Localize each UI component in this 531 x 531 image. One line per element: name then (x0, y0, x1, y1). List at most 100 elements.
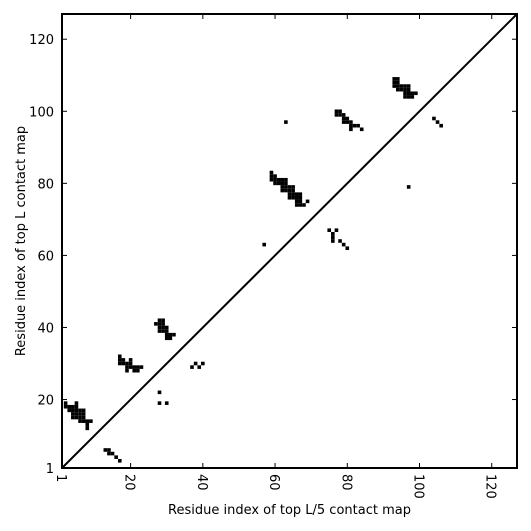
contact-cell (406, 185, 411, 189)
contact-cell (269, 177, 274, 182)
contact-cell (269, 174, 274, 178)
contact-cell (114, 455, 118, 459)
contact-cell (117, 358, 122, 362)
contact-cell (121, 361, 126, 366)
contact-cell (78, 415, 82, 420)
contact-cell (331, 231, 335, 236)
contact-cell (197, 365, 202, 369)
contact-cell (136, 365, 140, 369)
x-tick-label: 40 (194, 474, 209, 491)
contact-cell (85, 422, 90, 427)
contact-cell (164, 401, 169, 405)
contact-cell (439, 123, 443, 128)
contact-cell (287, 192, 292, 196)
contact-cell (63, 404, 68, 409)
contact-cell (345, 120, 350, 124)
contact-cell (63, 401, 68, 405)
contact-cell (403, 95, 407, 99)
contact-cell (334, 109, 339, 114)
contact-cell (406, 91, 411, 96)
contact-cell (291, 188, 295, 193)
contact-cell (157, 401, 162, 405)
contact-cell (262, 242, 267, 247)
contact-cell (157, 318, 162, 323)
contact-cell (280, 185, 285, 189)
contact-cell (294, 192, 299, 196)
contact-cell (280, 177, 285, 182)
contact-cell (302, 203, 306, 207)
contact-cell (392, 77, 397, 81)
contact-cell (349, 120, 353, 124)
y-tick-label: 1 (46, 462, 54, 477)
contact-cell (406, 95, 411, 99)
contact-cell (284, 177, 288, 182)
contact-cell (399, 87, 404, 92)
contact-cell (161, 329, 165, 333)
contact-cell (67, 404, 72, 409)
contact-cell (287, 188, 292, 193)
contact-cell (298, 195, 303, 200)
contact-cell (291, 185, 295, 189)
contact-cell (125, 365, 129, 369)
y-tick-label: 40 (37, 321, 54, 336)
contact-cell (338, 113, 342, 117)
contact-cell (168, 332, 173, 337)
contact-cell (410, 95, 415, 99)
contact-cell (414, 91, 418, 96)
contact-cell (85, 426, 90, 431)
contact-cell (110, 451, 115, 456)
contact-cell (125, 368, 129, 373)
contact-cell (128, 361, 133, 366)
y-tick-label: 20 (37, 394, 54, 409)
contact-cell (396, 77, 400, 81)
contact-cell (107, 451, 111, 456)
contact-cell (284, 185, 288, 189)
x-tick-label: 100 (411, 474, 426, 499)
contact-cell (331, 235, 335, 240)
x-tick-label: 120 (483, 474, 498, 499)
contact-cell (161, 322, 165, 326)
contact-cell (403, 91, 407, 96)
contact-cell (280, 181, 285, 186)
y-tick-label: 60 (37, 249, 54, 264)
contact-cell (74, 412, 79, 416)
contact-cell (71, 415, 75, 420)
contact-cell (298, 199, 303, 204)
contact-cell (291, 195, 295, 200)
contact-cell (164, 325, 169, 330)
plot-frame (61, 13, 518, 469)
x-tick-label: 1 (53, 474, 68, 482)
contact-cell (128, 365, 133, 369)
contact-cell (136, 368, 140, 373)
contact-cell (81, 419, 86, 423)
contact-cell (403, 84, 407, 88)
contact-cell (396, 87, 400, 92)
y-tick-label: 100 (29, 105, 54, 120)
contact-cell (81, 415, 86, 420)
contact-cell (345, 246, 350, 250)
contact-cell (81, 408, 86, 413)
contact-cell (157, 322, 162, 326)
contact-cell (334, 113, 339, 117)
contact-cell (78, 419, 82, 423)
contact-cell (276, 177, 281, 182)
contact-cell (89, 419, 93, 423)
contact-cell (284, 181, 288, 186)
contact-cell (78, 412, 82, 416)
contact-cell (294, 199, 299, 204)
contact-cell (193, 361, 198, 366)
contact-cell (71, 408, 75, 413)
contact-cells (63, 77, 443, 463)
contact-cell (294, 203, 299, 207)
contact-cell (396, 80, 400, 85)
contact-cell (349, 123, 353, 128)
contact-cell (273, 181, 277, 186)
contact-cell (341, 116, 346, 121)
contact-cell (273, 174, 277, 178)
contact-cell (280, 188, 285, 193)
contact-cell (71, 404, 75, 409)
contact-cell (291, 192, 295, 196)
contact-cell (161, 325, 165, 330)
